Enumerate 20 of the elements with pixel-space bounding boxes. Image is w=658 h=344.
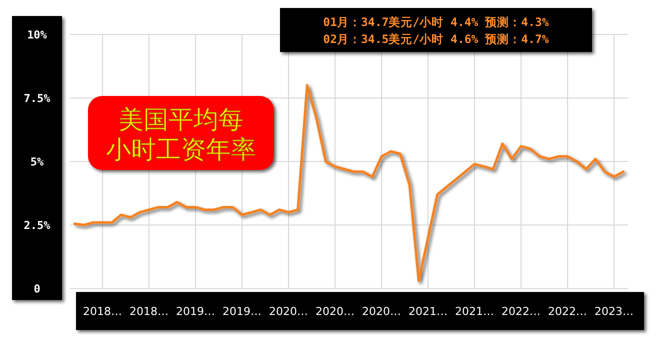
x-tick-label: 2019… (176, 305, 216, 318)
x-tick-label: 2020… (269, 305, 308, 318)
text: 01月：34.7美元/小时 4.4% 预测：4.3% (323, 15, 549, 29)
x-tick-label: 2020… (362, 305, 402, 318)
y-tick-label: 0 (34, 282, 40, 296)
x-tick-label: 2019… (222, 305, 262, 318)
y-tick-label: 2.5% (24, 219, 51, 232)
y-tick-label: 10% (27, 28, 48, 42)
x-tick-label: 2021… (408, 305, 448, 318)
x-tick-label: 2022… (548, 305, 588, 318)
y-tick-label: 7.5% (24, 92, 51, 105)
x-tick-label: 2022… (502, 305, 541, 318)
y-tick-label: 5% (30, 156, 44, 168)
x-tick-label: 2020… (316, 305, 355, 318)
x-tick-label: 2018… (130, 305, 169, 318)
annotation: 02月：34.5美元/小时 4.6% 预测：4.7% (323, 32, 549, 46)
x-tick-label: 2021… (455, 305, 494, 318)
text: 美国平均每小时工资年率 (106, 105, 256, 164)
x-tick-label: 2018… (83, 305, 122, 318)
x-tick-label: 2023… (594, 305, 634, 318)
